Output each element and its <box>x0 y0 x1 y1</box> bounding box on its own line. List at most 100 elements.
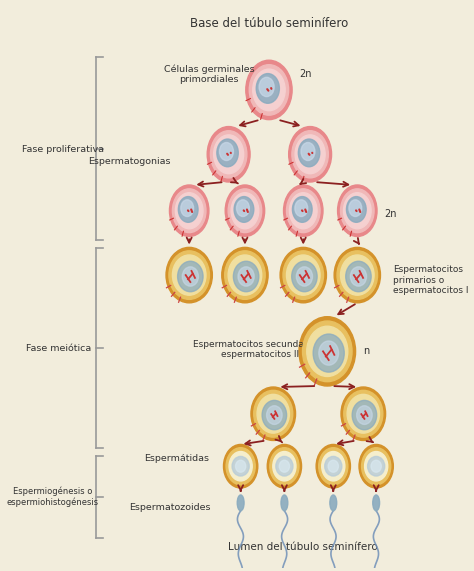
Ellipse shape <box>266 406 282 424</box>
Ellipse shape <box>286 255 320 295</box>
Ellipse shape <box>207 127 250 182</box>
Text: Espermátidas: Espermátidas <box>144 454 209 463</box>
Ellipse shape <box>237 200 249 216</box>
Ellipse shape <box>267 444 301 488</box>
Ellipse shape <box>292 196 312 222</box>
Ellipse shape <box>226 448 255 485</box>
Text: Espermatozoides: Espermatozoides <box>129 503 210 512</box>
Ellipse shape <box>299 317 356 386</box>
Ellipse shape <box>328 460 338 472</box>
Text: Fase proliferativa: Fase proliferativa <box>22 145 104 154</box>
Ellipse shape <box>313 334 344 372</box>
Ellipse shape <box>229 452 252 481</box>
Ellipse shape <box>286 189 320 232</box>
Ellipse shape <box>365 452 388 481</box>
Ellipse shape <box>330 495 337 511</box>
Ellipse shape <box>325 456 342 476</box>
Ellipse shape <box>296 267 312 286</box>
Ellipse shape <box>359 444 393 488</box>
Ellipse shape <box>259 77 274 96</box>
Ellipse shape <box>373 495 380 511</box>
Ellipse shape <box>169 251 210 299</box>
Text: Base del túbulo seminífero: Base del túbulo seminífero <box>190 17 348 30</box>
Ellipse shape <box>371 460 381 472</box>
Ellipse shape <box>276 456 293 476</box>
Ellipse shape <box>175 192 203 229</box>
Ellipse shape <box>253 69 285 111</box>
Ellipse shape <box>290 192 317 229</box>
Ellipse shape <box>181 200 193 216</box>
Ellipse shape <box>166 247 212 303</box>
Ellipse shape <box>225 251 265 299</box>
Ellipse shape <box>344 391 383 437</box>
Ellipse shape <box>238 267 254 286</box>
Ellipse shape <box>281 495 288 511</box>
Ellipse shape <box>249 65 289 115</box>
Ellipse shape <box>173 255 206 295</box>
Ellipse shape <box>217 139 238 167</box>
Ellipse shape <box>273 452 296 481</box>
Ellipse shape <box>340 255 374 295</box>
Ellipse shape <box>347 395 380 433</box>
Ellipse shape <box>228 189 262 232</box>
Ellipse shape <box>178 262 203 292</box>
Ellipse shape <box>337 251 378 299</box>
Ellipse shape <box>170 185 209 236</box>
Ellipse shape <box>233 262 259 292</box>
Ellipse shape <box>368 456 385 476</box>
Ellipse shape <box>283 185 323 236</box>
Ellipse shape <box>225 185 264 236</box>
Ellipse shape <box>228 255 262 295</box>
Ellipse shape <box>280 247 327 303</box>
Ellipse shape <box>307 326 348 376</box>
Ellipse shape <box>316 444 350 488</box>
Ellipse shape <box>283 251 324 299</box>
Text: 2n: 2n <box>299 69 311 79</box>
Ellipse shape <box>289 127 332 182</box>
Ellipse shape <box>362 448 391 485</box>
Ellipse shape <box>262 400 287 430</box>
Ellipse shape <box>292 262 317 292</box>
Ellipse shape <box>302 321 352 381</box>
Text: Espermiogénesis o
espermiohistogénesis: Espermiogénesis o espermiohistogénesis <box>7 486 99 507</box>
Text: Fase meiótica: Fase meiótica <box>26 344 91 353</box>
Text: Espermatogonias: Espermatogonias <box>88 156 170 166</box>
Ellipse shape <box>319 341 338 365</box>
Ellipse shape <box>349 200 362 216</box>
Ellipse shape <box>270 448 299 485</box>
Ellipse shape <box>350 267 366 286</box>
Ellipse shape <box>173 189 206 232</box>
Ellipse shape <box>222 247 268 303</box>
Ellipse shape <box>319 448 348 485</box>
Ellipse shape <box>337 185 377 236</box>
Text: 2n: 2n <box>385 209 397 219</box>
Text: Células germinales
primordiales: Células germinales primordiales <box>164 64 254 84</box>
Ellipse shape <box>224 444 258 488</box>
Text: Lumen del túbulo seminífero: Lumen del túbulo seminífero <box>228 542 378 552</box>
Ellipse shape <box>256 74 279 103</box>
Ellipse shape <box>301 143 315 160</box>
Ellipse shape <box>231 192 259 229</box>
Ellipse shape <box>182 267 199 286</box>
Ellipse shape <box>298 139 320 167</box>
Ellipse shape <box>356 406 372 424</box>
Ellipse shape <box>178 196 198 222</box>
Ellipse shape <box>257 395 290 433</box>
Ellipse shape <box>346 196 366 222</box>
Ellipse shape <box>246 60 292 120</box>
Ellipse shape <box>352 400 377 430</box>
Ellipse shape <box>295 135 325 174</box>
Text: n: n <box>363 347 370 356</box>
Ellipse shape <box>219 143 234 160</box>
Ellipse shape <box>334 247 381 303</box>
Ellipse shape <box>236 460 246 472</box>
Ellipse shape <box>322 452 345 481</box>
Ellipse shape <box>210 131 247 178</box>
Text: Espermatocitos secundarios o
espermatocitos II: Espermatocitos secundarios o espermatoci… <box>192 340 328 359</box>
Ellipse shape <box>232 456 249 476</box>
Ellipse shape <box>254 391 293 437</box>
Ellipse shape <box>234 196 254 222</box>
Text: Espermatocitos
primarios o
espermatocitos I: Espermatocitos primarios o espermatocito… <box>393 265 469 295</box>
Ellipse shape <box>344 192 371 229</box>
Ellipse shape <box>341 387 386 440</box>
